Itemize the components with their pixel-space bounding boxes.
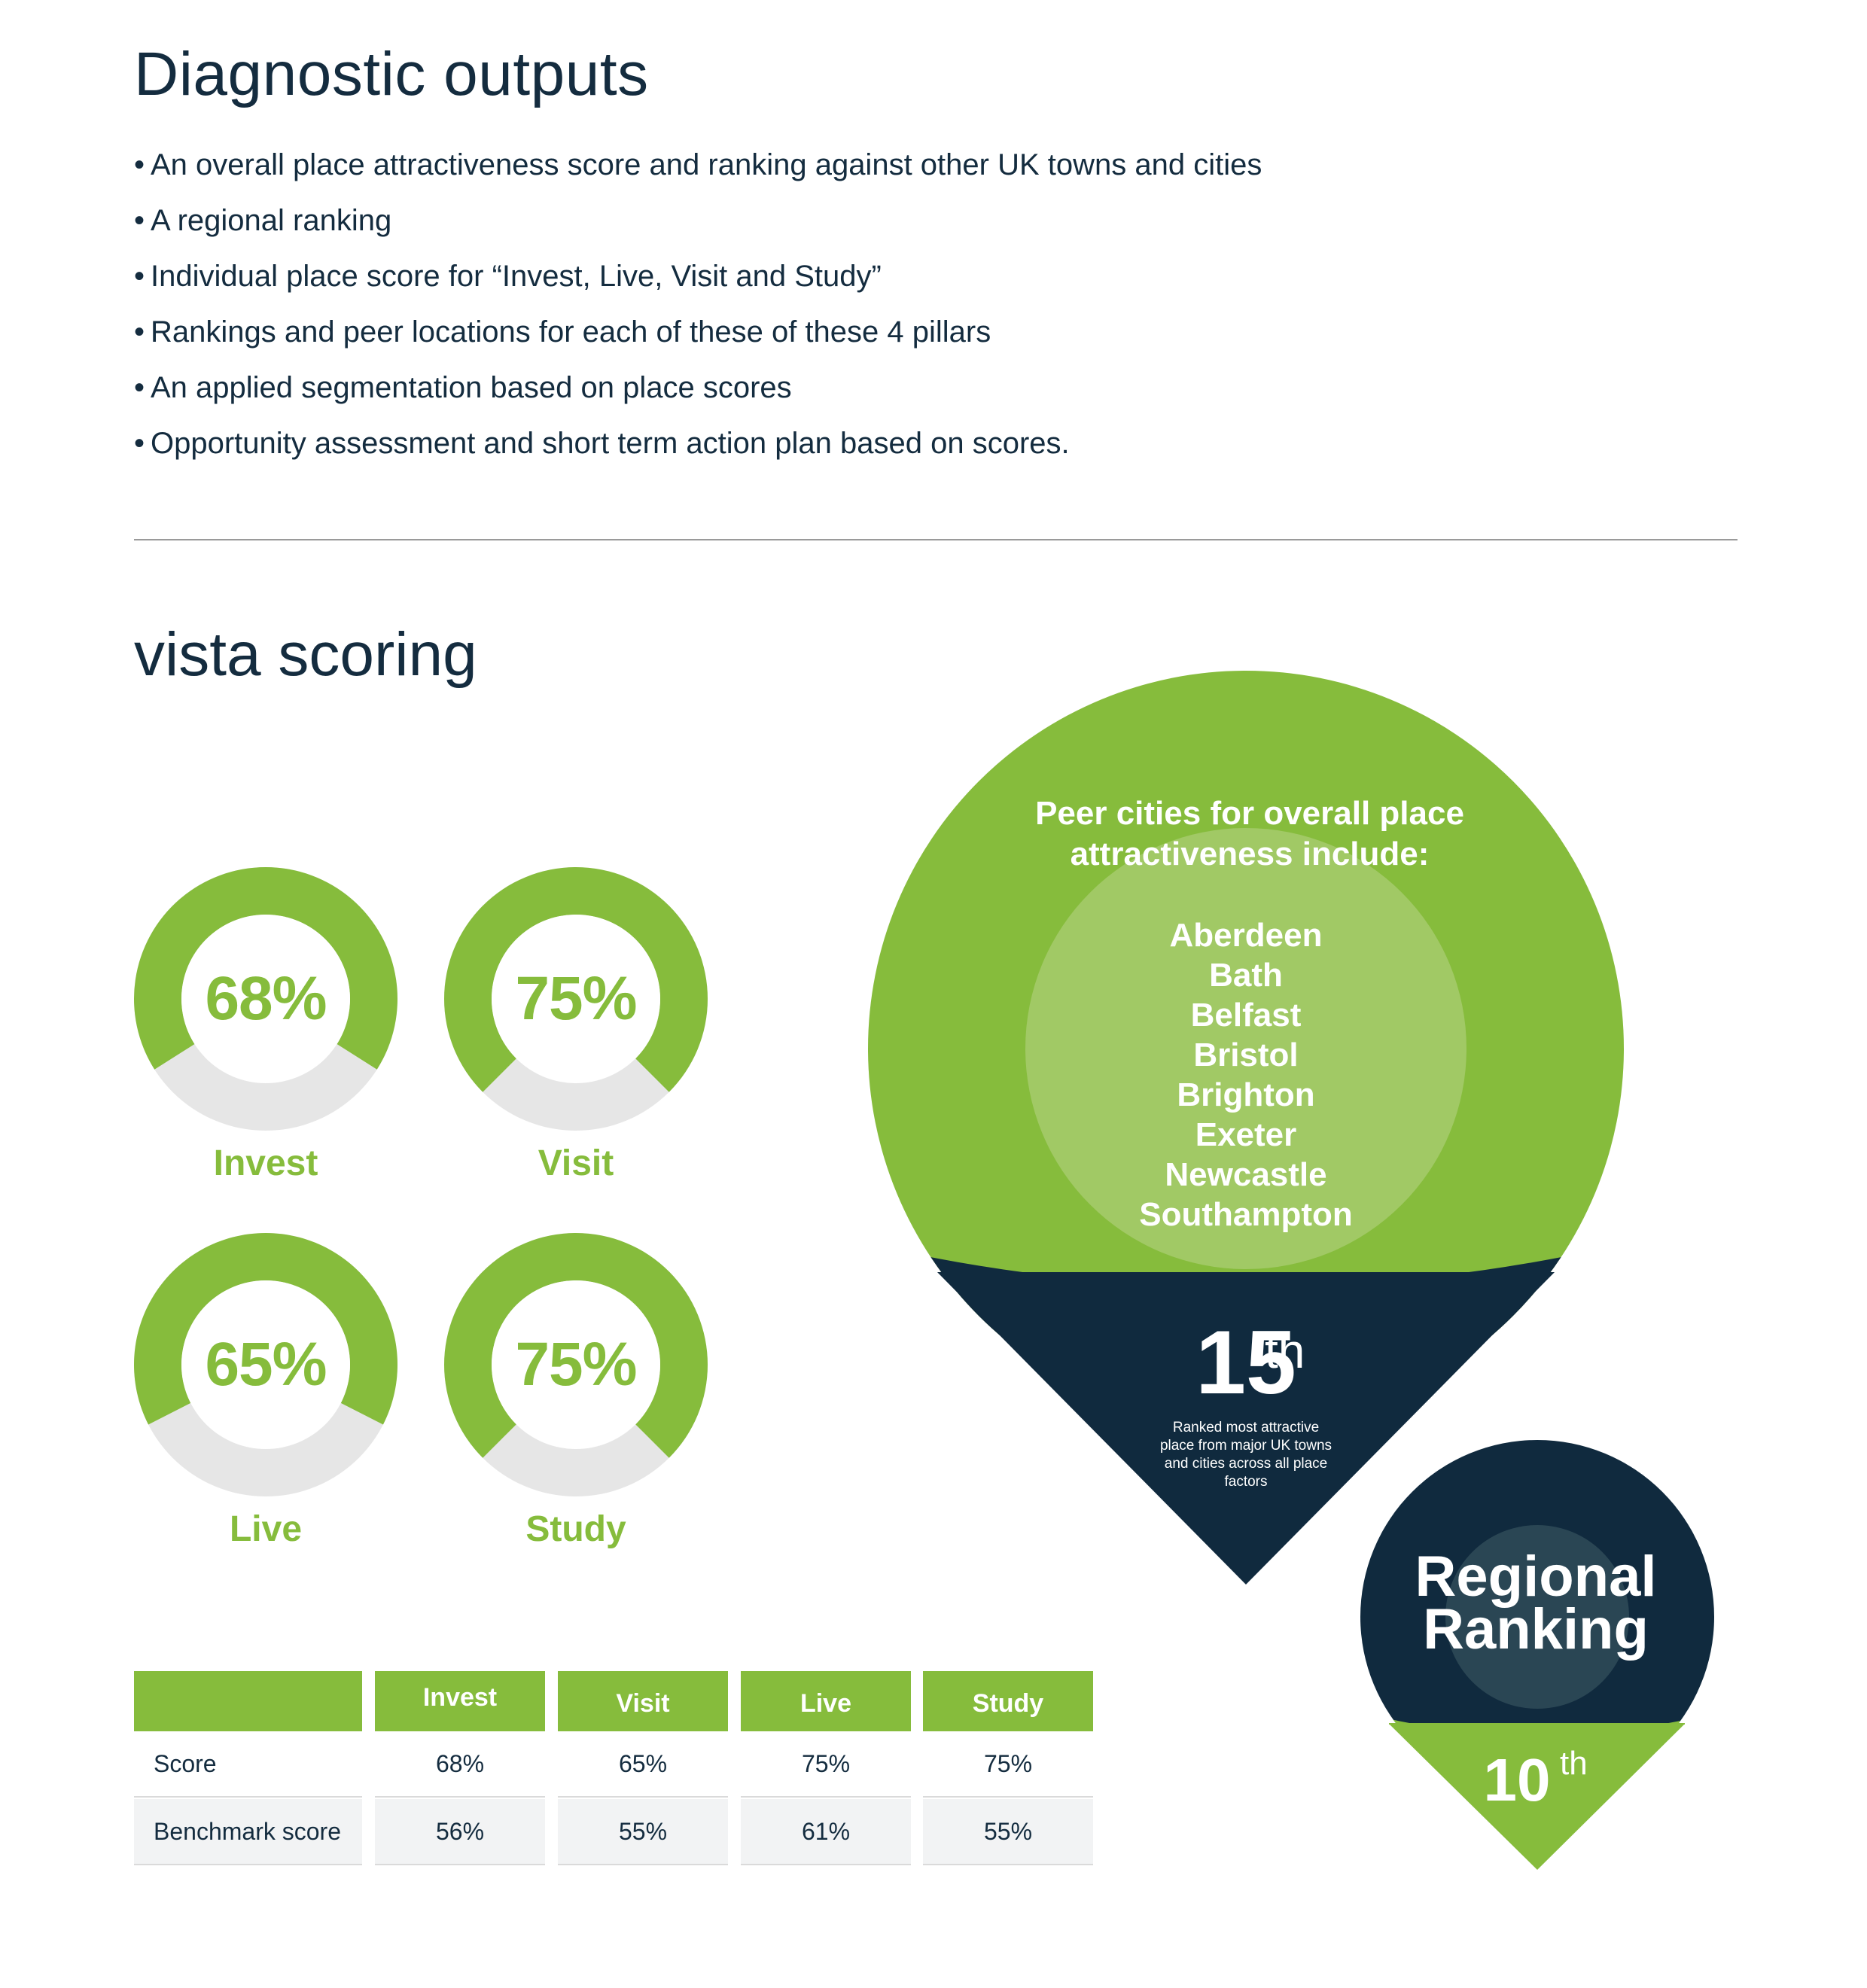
peer-city: Belfast [1190, 997, 1302, 1034]
gauge-hole [492, 915, 660, 1083]
list-item: • An applied segmentation based on place … [134, 371, 792, 404]
diagnostic-list: • An overall place attractiveness score a… [134, 137, 1262, 471]
list-item: • Opportunity assessment and short term a… [134, 427, 1070, 460]
peer-city: Brighton [1177, 1076, 1315, 1113]
gauge-hole [181, 1280, 350, 1449]
gauge-hole [492, 1280, 660, 1449]
gauge-invest: 68% [134, 867, 397, 1131]
gauge-label: Invest [213, 1143, 318, 1183]
table-row-label: Score [134, 1731, 362, 1798]
regional-rank-suffix: th [1560, 1745, 1588, 1782]
page-title: Diagnostic outputs [134, 40, 649, 108]
list-item: • An overall place attractiveness score a… [134, 148, 1262, 181]
table-row-label: Benchmark score [134, 1799, 362, 1865]
peer-city: Exeter [1195, 1116, 1297, 1153]
peer-pin [868, 671, 1624, 1585]
list-item: • Individual place score for “Invest, Liv… [134, 260, 882, 293]
donut-chart [134, 867, 397, 1131]
peer-city: Bristol [1193, 1037, 1299, 1073]
table-cell: 65% [558, 1731, 728, 1798]
table-cell: 68% [375, 1731, 545, 1798]
table-header-cell: Live [741, 1671, 911, 1731]
list-item: • A regional ranking [134, 204, 392, 237]
overall-rank-suffix: th [1265, 1324, 1305, 1378]
regional-rank-number: 10 [1483, 1746, 1551, 1813]
gauge-label: Study [525, 1509, 626, 1549]
table-header-cell: Visit [558, 1671, 728, 1731]
gauge-value: 75% [515, 1330, 637, 1399]
gauge-arc [134, 867, 397, 1070]
list-item: • Rankings and peer locations for each of… [134, 315, 991, 349]
gauge-label: Visit [538, 1143, 614, 1183]
table-header-cell: Study [923, 1671, 1093, 1731]
table-cell: 55% [923, 1799, 1093, 1865]
overall-rank-description: Ranked most attractive place from major … [1159, 1420, 1332, 1490]
table-cell: 56% [375, 1799, 545, 1865]
table-header-cell: Invest [375, 1671, 545, 1731]
table-cell: 55% [558, 1799, 728, 1865]
peer-title: Peer cities for overall place attractive… [1035, 795, 1464, 872]
gauge-arc [444, 867, 708, 1092]
regional-title: Regional Ranking [1415, 1545, 1657, 1661]
table-cell: 61% [741, 1799, 911, 1865]
gauge-arc [444, 1233, 708, 1458]
section-title: vista scoring [134, 620, 477, 689]
gauge-value: 65% [205, 1330, 327, 1399]
peer-city: Bath [1209, 957, 1283, 994]
donut-chart [444, 867, 708, 1131]
peer-city: Southampton [1139, 1196, 1353, 1233]
donut-chart [444, 1233, 708, 1496]
donut-chart [134, 1233, 398, 1496]
peer-city: Newcastle [1165, 1156, 1327, 1193]
gauge-value: 68% [205, 964, 327, 1033]
table-cell: 75% [923, 1731, 1093, 1798]
gauge-value: 75% [515, 964, 637, 1033]
regional-pin [1360, 1440, 1714, 1870]
peer-city: Aberdeen [1169, 917, 1323, 954]
gauge-visit: 75% [444, 867, 708, 1131]
overall-rank-number: 15 [1195, 1312, 1296, 1413]
gauge-hole [181, 915, 350, 1083]
gauge-arc [134, 1233, 398, 1425]
table-header-cell [134, 1671, 362, 1731]
gauge-label: Live [229, 1509, 303, 1549]
section-divider [134, 539, 1738, 540]
gauge-live: 65% [134, 1233, 398, 1496]
table-cell: 75% [741, 1731, 911, 1798]
gauge-study: 75% [444, 1233, 708, 1496]
